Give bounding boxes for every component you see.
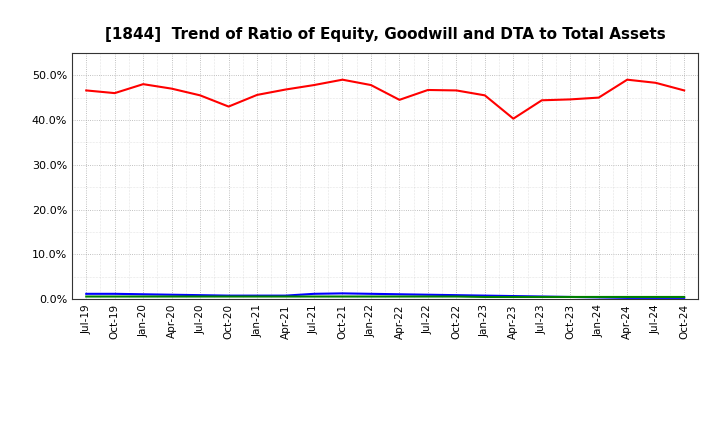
Deferred Tax Assets [110,294,119,299]
Goodwill [196,293,204,298]
Goodwill [253,293,261,298]
Equity [423,88,432,93]
Equity [310,82,318,88]
Equity [196,93,204,98]
Deferred Tax Assets [537,294,546,300]
Deferred Tax Assets [338,294,347,299]
Equity [82,88,91,93]
Equity [338,77,347,82]
Equity [509,116,518,121]
Deferred Tax Assets [680,294,688,300]
Deferred Tax Assets [452,294,461,299]
Equity [537,98,546,103]
Line: Goodwill: Goodwill [86,293,684,298]
Title: [1844]  Trend of Ratio of Equity, Goodwill and DTA to Total Assets: [1844] Trend of Ratio of Equity, Goodwil… [105,27,665,42]
Goodwill [652,295,660,301]
Deferred Tax Assets [595,294,603,300]
Deferred Tax Assets [366,294,375,299]
Goodwill [680,295,688,301]
Equity [566,97,575,102]
Equity [225,104,233,109]
Goodwill [338,291,347,296]
Goodwill [537,294,546,299]
Equity [282,87,290,92]
Deferred Tax Assets [196,294,204,299]
Goodwill [480,293,489,298]
Goodwill [82,291,91,297]
Deferred Tax Assets [395,294,404,299]
Equity [253,92,261,98]
Equity [366,82,375,88]
Deferred Tax Assets [139,294,148,299]
Equity [680,88,688,93]
Deferred Tax Assets [225,294,233,299]
Deferred Tax Assets [253,294,261,299]
Goodwill [623,295,631,301]
Deferred Tax Assets [652,294,660,300]
Equity [110,91,119,96]
Equity [595,95,603,100]
Equity [167,86,176,91]
Deferred Tax Assets [167,294,176,299]
Goodwill [395,292,404,297]
Goodwill [110,291,119,297]
Goodwill [139,292,148,297]
Deferred Tax Assets [480,294,489,300]
Goodwill [225,293,233,298]
Goodwill [167,292,176,297]
Goodwill [366,291,375,297]
Equity [623,77,631,82]
Equity [652,80,660,85]
Deferred Tax Assets [282,294,290,299]
Goodwill [282,293,290,298]
Goodwill [423,292,432,297]
Deferred Tax Assets [566,294,575,300]
Deferred Tax Assets [509,294,518,300]
Deferred Tax Assets [423,294,432,299]
Equity [452,88,461,93]
Deferred Tax Assets [310,294,318,299]
Equity [139,81,148,87]
Goodwill [452,293,461,298]
Goodwill [509,293,518,299]
Goodwill [566,294,575,300]
Line: Equity: Equity [86,80,684,119]
Deferred Tax Assets [623,294,631,300]
Goodwill [310,291,318,297]
Equity [480,93,489,98]
Goodwill [595,295,603,300]
Equity [395,97,404,103]
Deferred Tax Assets [82,294,91,299]
